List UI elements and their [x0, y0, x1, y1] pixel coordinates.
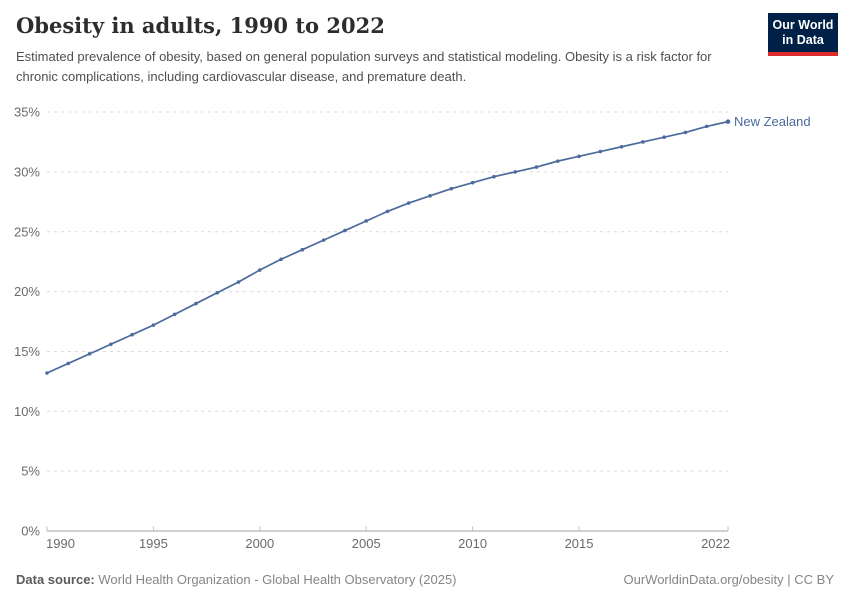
data-point-marker	[343, 228, 347, 233]
x-axis-tick-label: 1995	[139, 536, 168, 551]
y-axis-tick-label: 10%	[14, 404, 40, 419]
x-axis-tick-label: 2022	[701, 536, 730, 551]
y-axis-tick-label: 30%	[14, 164, 40, 179]
data-point-marker	[534, 165, 539, 169]
data-point-marker	[87, 352, 92, 356]
chart-header: Obesity in adults, 1990 to 2022 Estimate…	[16, 13, 838, 86]
data-point-marker	[258, 268, 262, 272]
data-point-marker	[619, 144, 624, 149]
footer-license-link[interactable]: OurWorldinData.org/obesity | CC BY	[623, 572, 835, 587]
data-point-marker	[364, 219, 369, 223]
series-end-label[interactable]: New Zealand	[734, 114, 811, 129]
x-axis-tick-label: 2010	[458, 536, 487, 551]
y-axis-tick-label: 35%	[14, 105, 40, 120]
data-source: Data source: World Health Organization -…	[16, 572, 457, 587]
data-point-marker	[236, 280, 241, 284]
chart-footer: Data source: World Health Organization -…	[16, 572, 834, 587]
data-point-marker	[428, 194, 432, 198]
x-axis-tick-label: 2000	[245, 536, 274, 551]
data-point-marker	[492, 174, 496, 179]
owid-logo-line2: in Data	[782, 33, 824, 47]
x-axis-tick-label: 1990	[46, 536, 75, 551]
data-source-label: Data source:	[16, 572, 95, 587]
owid-logo[interactable]: Our World in Data	[768, 13, 838, 56]
y-axis-tick-label: 15%	[14, 344, 40, 359]
data-point-marker	[662, 135, 666, 139]
data-point-marker	[683, 130, 688, 135]
data-point-marker	[66, 361, 71, 366]
chart-subtitle: Estimated prevalence of obesity, based o…	[16, 49, 712, 84]
owid-logo-line1: Our World	[772, 18, 834, 32]
header-text: Obesity in adults, 1990 to 2022 Estimate…	[16, 13, 721, 86]
data-point-marker	[109, 342, 113, 347]
data-point-marker	[449, 186, 454, 191]
data-line[interactable]	[46, 120, 729, 374]
data-point-marker	[555, 159, 560, 163]
y-axis-tick-label: 20%	[14, 284, 40, 299]
data-point-marker	[130, 332, 134, 337]
data-point-marker	[598, 149, 603, 154]
x-axis-tick-label: 2015	[565, 536, 594, 551]
chart-title: Obesity in adults, 1990 to 2022	[16, 13, 385, 38]
data-point-marker	[704, 124, 709, 129]
y-axis-tick-label: 0%	[21, 524, 40, 539]
data-point-marker	[194, 301, 198, 306]
x-axis-tick-label: 2005	[352, 536, 381, 551]
data-point-marker	[725, 119, 731, 124]
y-axis-tick-label: 5%	[21, 464, 40, 479]
data-point-marker	[172, 312, 177, 317]
data-point-marker	[300, 247, 305, 252]
data-point-marker	[215, 290, 220, 295]
data-point-marker	[406, 201, 411, 205]
data-point-marker	[151, 323, 156, 327]
data-point-marker	[641, 140, 645, 144]
data-point-marker	[279, 257, 283, 262]
data-source-value: World Health Organization - Global Healt…	[94, 572, 457, 587]
data-point-marker	[45, 371, 49, 375]
y-axis-tick-label: 25%	[14, 224, 40, 239]
data-point-marker	[321, 238, 326, 242]
data-point-marker	[385, 209, 390, 214]
data-point-marker	[513, 170, 517, 174]
data-point-marker	[470, 180, 475, 185]
data-point-marker	[577, 154, 581, 159]
